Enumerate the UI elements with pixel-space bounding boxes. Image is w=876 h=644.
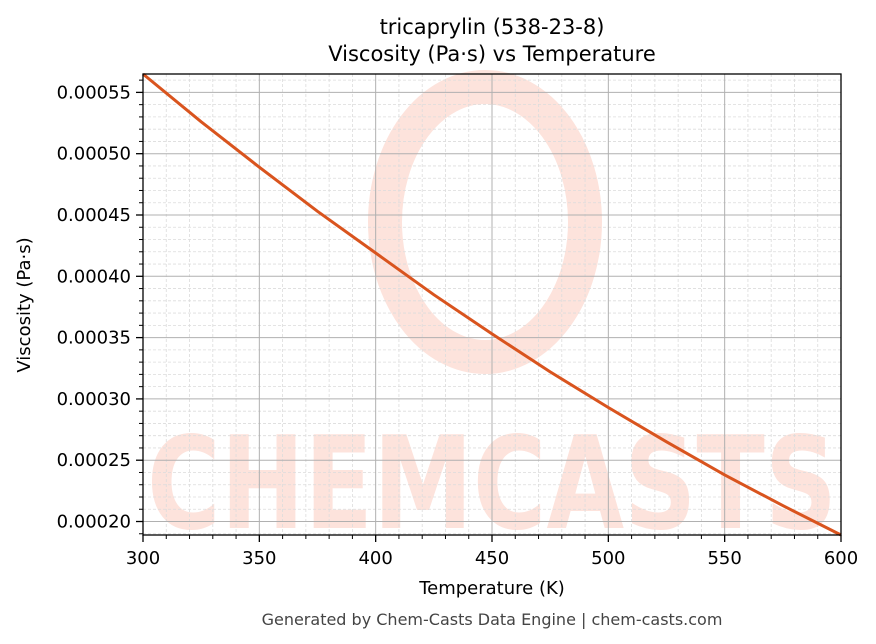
x-tick-label: 550 [707, 548, 741, 569]
y-tick-label: 0.00040 [57, 266, 131, 287]
x-axis-label: Temperature (K) [418, 578, 565, 599]
footer-credit: Generated by Chem-Casts Data Engine | ch… [262, 610, 723, 629]
x-tick-labels: 300 350 400 450 500 550 600 [126, 548, 858, 569]
y-tick-label: 0.00035 [57, 328, 131, 349]
axis-ticks [136, 79, 842, 542]
x-tick-label: 600 [824, 548, 858, 569]
chart-title-line1: tricaprylin (538-23-8) [380, 15, 605, 39]
y-tick-label: 0.00045 [57, 205, 131, 226]
x-tick-label: 350 [242, 548, 276, 569]
y-axis-label: Viscosity (Pa·s) [14, 237, 35, 372]
y-tick-label: 0.00050 [57, 144, 131, 165]
x-tick-label: 450 [475, 548, 509, 569]
x-tick-label: 400 [358, 548, 392, 569]
chart-title-line2: Viscosity (Pa·s) vs Temperature [328, 42, 656, 66]
x-tick-label: 300 [126, 548, 160, 569]
x-tick-label: 500 [591, 548, 625, 569]
y-tick-label: 0.00055 [57, 82, 131, 103]
y-tick-label: 0.00020 [57, 512, 131, 533]
viscosity-line [142, 72, 842, 537]
y-tick-label: 0.00030 [57, 389, 131, 410]
y-tick-labels: 0.00020 0.00025 0.00030 0.00035 0.00040 0.000… [57, 82, 131, 532]
y-tick-label: 0.00025 [57, 450, 131, 471]
